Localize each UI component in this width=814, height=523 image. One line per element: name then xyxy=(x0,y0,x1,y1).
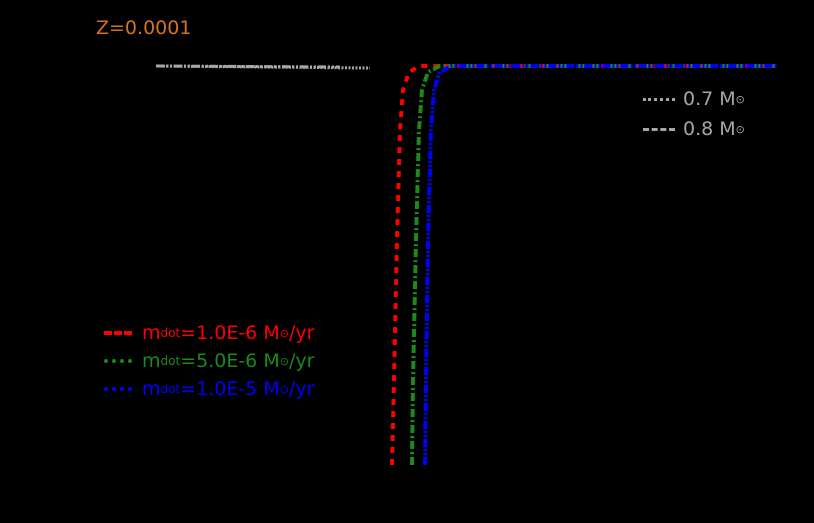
legend-item-mdot-1e-6: m dot =1.0E-6 M ⊙/yr xyxy=(104,322,314,344)
legend-label: m xyxy=(142,350,161,372)
sun-symbol-icon: ⊙ xyxy=(279,354,289,368)
legend-swatch-dashdotdot xyxy=(104,387,132,391)
legend-swatch-dashed xyxy=(104,331,132,335)
legend-swatch-dashdot xyxy=(643,127,675,131)
legend-swatch-dotted xyxy=(643,97,675,101)
legend-subscript: dot xyxy=(160,354,181,368)
legend-label: m xyxy=(142,378,161,400)
legend-label: 0.7 M xyxy=(683,88,736,110)
metallicity-label: Z=0.0001 xyxy=(96,17,192,39)
series-mdot-1e-6 xyxy=(390,64,778,466)
legend-subscript: dot xyxy=(160,326,181,340)
legend-unit: /yr xyxy=(288,322,315,344)
sun-symbol-icon: ⊙ xyxy=(735,92,745,106)
legend-item-0-7-msun: 0.7 M ⊙ xyxy=(643,88,745,110)
sun-symbol-icon: ⊙ xyxy=(735,122,745,136)
legend-label: 0.8 M xyxy=(683,118,736,140)
legend-unit: /yr xyxy=(288,378,315,400)
legend-swatch-dashdot xyxy=(104,359,132,363)
series-mdot-5e-6 xyxy=(410,64,778,466)
series-mdot-1e-5 xyxy=(423,64,778,466)
legend-label: =1.0E-6 M xyxy=(180,322,280,344)
legend-label: m xyxy=(142,322,161,344)
legend-unit: /yr xyxy=(288,350,315,372)
series-0-7-msun xyxy=(155,64,371,70)
legend-label: =5.0E-6 M xyxy=(180,350,280,372)
legend-label: =1.0E-5 M xyxy=(180,378,280,400)
sun-symbol-icon: ⊙ xyxy=(279,326,289,340)
legend-item-mdot-1e-5: m dot =1.0E-5 M ⊙/yr xyxy=(104,378,314,400)
legend-subscript: dot xyxy=(160,382,181,396)
legend-item-0-8-msun: 0.8 M ⊙ xyxy=(643,118,745,140)
legend-item-mdot-5e-6: m dot =5.0E-6 M ⊙/yr xyxy=(104,350,314,372)
series-0-8-msun xyxy=(155,64,341,69)
sun-symbol-icon: ⊙ xyxy=(279,382,289,396)
